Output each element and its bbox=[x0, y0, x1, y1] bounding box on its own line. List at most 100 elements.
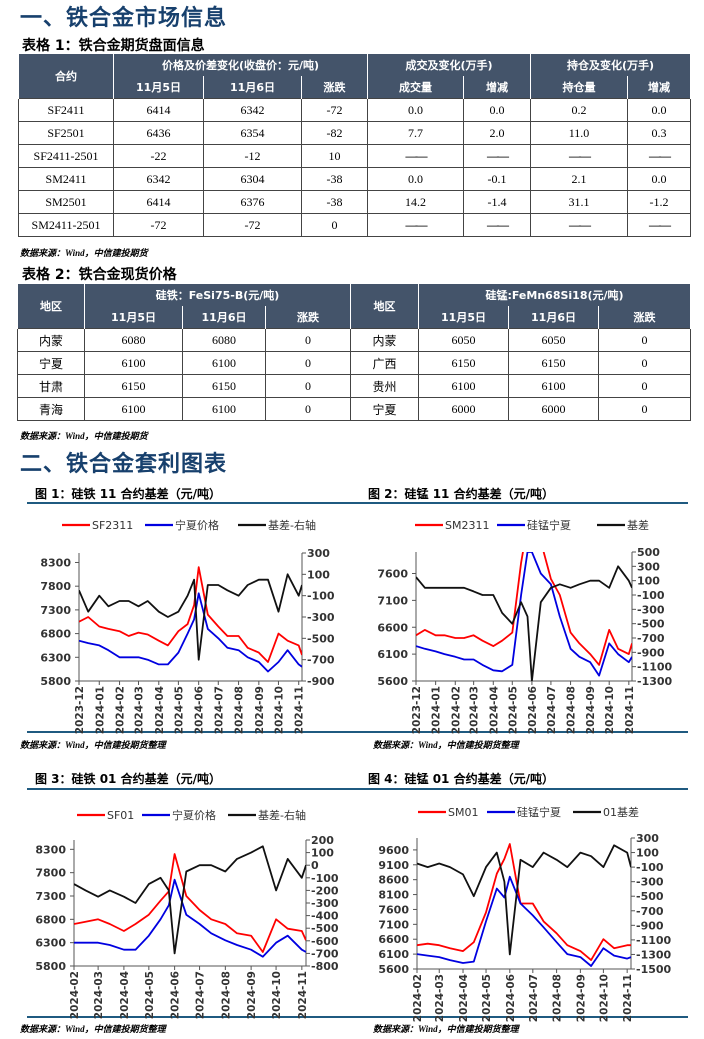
header-region: 地区 bbox=[17, 284, 85, 329]
right-tick-label: -600 bbox=[311, 935, 339, 948]
right-tick-label: -500 bbox=[307, 632, 335, 645]
x-tick-label: 2024-02 bbox=[115, 686, 127, 734]
right-tick-label: 100 bbox=[307, 568, 330, 581]
table-cell: —— bbox=[463, 144, 532, 168]
right-tick-label: 100 bbox=[637, 575, 660, 588]
table-cell: 内蒙 bbox=[350, 328, 420, 352]
left-tick-label: 8300 bbox=[40, 556, 71, 569]
left-tick-label: 8100 bbox=[378, 889, 409, 902]
table-cell: 0.3 bbox=[627, 121, 692, 145]
series-line-2 bbox=[416, 565, 632, 681]
x-tick-label: 2024-11 bbox=[622, 974, 634, 1022]
table-cell: 6304 bbox=[203, 167, 302, 191]
table-cell: SM2411-2501 bbox=[18, 213, 114, 237]
x-tick-label: 2024-10 bbox=[604, 686, 616, 734]
x-tick-label: 2024-08 bbox=[552, 974, 564, 1022]
right-tick-label: -500 bbox=[636, 890, 664, 903]
right-tick-label: -700 bbox=[636, 905, 664, 918]
legend-label: 硅锰宁夏 bbox=[527, 518, 571, 532]
x-tick-label: 2024-11 bbox=[624, 686, 636, 734]
legend-label: 基差-右轴 bbox=[258, 808, 306, 822]
legend-label: 硅锰宁夏 bbox=[517, 805, 561, 819]
series-line-2 bbox=[79, 573, 302, 661]
right-tick-label: -1300 bbox=[636, 948, 672, 961]
header-contract: 合约 bbox=[18, 54, 114, 99]
left-tick-label: 6600 bbox=[378, 933, 409, 946]
table-cell: 6100 bbox=[182, 397, 266, 421]
table-cell: 6000 bbox=[418, 397, 510, 421]
chart4-title: 图 4：硅锰 01 合约基差（元/吨） bbox=[368, 772, 554, 786]
x-tick-label: 2024-05 bbox=[481, 974, 493, 1022]
table2-source: 数据来源：Wind，中信建投期货 bbox=[20, 431, 148, 441]
table-cell: 6100 bbox=[84, 397, 183, 421]
table-cell: —— bbox=[367, 213, 465, 237]
table-cell: 0.0 bbox=[627, 167, 692, 191]
left-tick-label: 8600 bbox=[378, 874, 409, 887]
left-tick-label: 6800 bbox=[40, 628, 71, 641]
left-tick-label: 7100 bbox=[377, 594, 408, 607]
right-tick-label: -800 bbox=[311, 960, 339, 973]
right-tick-label: -900 bbox=[307, 675, 335, 688]
series-line-2 bbox=[74, 845, 306, 955]
table-cell: -72 bbox=[300, 98, 369, 122]
table-cell: 6050 bbox=[418, 328, 510, 352]
sub-header: 11月5日 bbox=[113, 76, 204, 99]
header-fesi-group: 硅铁：FeSi75-B(元/吨) bbox=[83, 284, 352, 306]
left-tick-label: 5800 bbox=[40, 675, 71, 688]
table-cell: 宁夏 bbox=[350, 397, 420, 421]
x-tick-label: 2024-02 bbox=[450, 686, 462, 734]
table-row: 青海 6100 6100 0 宁夏 6000 6000 0 bbox=[17, 397, 692, 421]
x-tick-label: 2024-06 bbox=[194, 686, 206, 734]
x-tick-label: 2024-01 bbox=[431, 686, 443, 734]
x-tick-label: 2024-05 bbox=[144, 971, 156, 1019]
header-simn-group: 硅锰:FeMn68Si18(元/吨) bbox=[418, 284, 692, 306]
x-tick-label: 2024-06 bbox=[170, 971, 182, 1019]
left-tick-label: 5600 bbox=[378, 963, 409, 976]
left-tick-label: 5600 bbox=[377, 675, 408, 688]
left-tick-label: 7600 bbox=[378, 903, 409, 916]
legend-label: 基差-右轴 bbox=[268, 518, 316, 532]
x-tick-label: 2024-08 bbox=[566, 686, 578, 734]
right-tick-label: -100 bbox=[637, 589, 665, 602]
x-tick-label: 2024-01 bbox=[94, 686, 106, 734]
chart1-top-rule bbox=[27, 502, 352, 504]
right-tick-label: 100 bbox=[311, 847, 334, 860]
chart1-source: 数据来源：Wind，中信建投期货整理 bbox=[20, 740, 166, 750]
x-tick-label: 2024-09 bbox=[585, 686, 597, 734]
x-tick-label: 2024-05 bbox=[507, 686, 519, 734]
left-tick-label: 7600 bbox=[377, 568, 408, 581]
table-cell: 0 bbox=[598, 351, 692, 375]
left-tick-label: 7800 bbox=[40, 580, 71, 593]
x-tick-label: 2024-10 bbox=[271, 971, 283, 1019]
futures-table: 合约 价格及价差变化(收盘价：元/吨) 成交及变化(万手) 持仓及变化(万手) 11月5… bbox=[18, 54, 692, 237]
x-tick-label: 2024-06 bbox=[505, 974, 517, 1022]
chart1-bottom-rule bbox=[27, 731, 352, 733]
left-tick-label: 5800 bbox=[35, 960, 66, 973]
table1-caption: 表格 1：铁合金期货盘面信息 bbox=[22, 38, 205, 54]
chart3-source: 数据来源：Wind，中信建投期货整理 bbox=[20, 1024, 166, 1034]
chart3-bottom-rule bbox=[27, 1016, 352, 1018]
header-region: 地区 bbox=[350, 284, 420, 329]
right-tick-label: 200 bbox=[311, 834, 334, 847]
sub-header: 11月5日 bbox=[84, 306, 183, 329]
x-tick-label: 2024-10 bbox=[598, 974, 610, 1022]
table-cell: —— bbox=[627, 213, 692, 237]
x-tick-label: 2024-03 bbox=[134, 686, 146, 734]
right-tick-label: 300 bbox=[637, 560, 660, 573]
right-tick-label: -200 bbox=[311, 884, 339, 897]
table-row: 宁夏 6100 6100 0 广西 6150 6150 0 bbox=[17, 351, 692, 375]
left-tick-label: 8300 bbox=[35, 843, 66, 856]
x-tick-label: 2024-02 bbox=[412, 974, 424, 1022]
x-tick-label: 2024-03 bbox=[434, 974, 446, 1022]
table-cell: 6342 bbox=[203, 98, 302, 122]
left-tick-label: 9100 bbox=[378, 859, 409, 872]
series-line-1 bbox=[79, 592, 302, 673]
table-cell: 6150 bbox=[508, 351, 600, 375]
series-line-0 bbox=[416, 552, 632, 666]
table1-source: 数据来源：Wind，中信建投期货 bbox=[20, 248, 148, 258]
right-tick-label: -400 bbox=[311, 910, 339, 923]
legend-label: SF01 bbox=[107, 809, 134, 822]
chart2-title: 图 2：硅锰 11 合约基差（元/吨） bbox=[368, 487, 554, 501]
table-cell: -72 bbox=[113, 213, 204, 237]
left-tick-label: 6100 bbox=[378, 948, 409, 961]
